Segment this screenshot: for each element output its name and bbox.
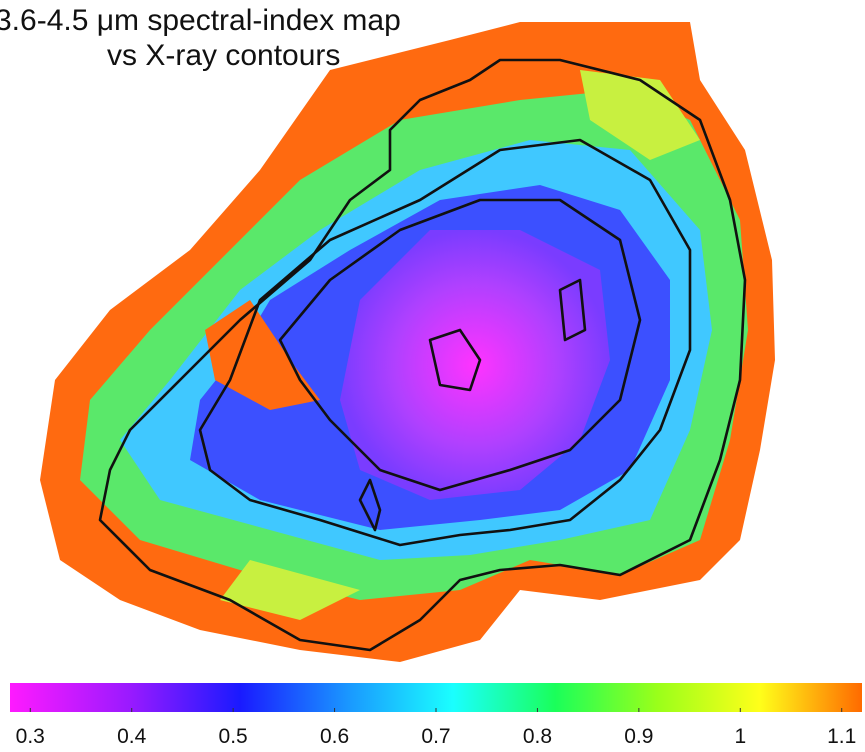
colorbar-tick-label: 1 (734, 725, 746, 748)
title-line: 3.6-4.5 μm spectral-index map (0, 4, 401, 37)
colorbar-tick-label: 0.5 (219, 725, 248, 748)
contour (198, 138, 692, 547)
colorbar-tick-label: 0.4 (117, 725, 147, 748)
colorbar-tick-label: 1.1 (827, 725, 856, 748)
xray-contours (98, 58, 747, 652)
contour (558, 278, 587, 342)
region-purple (340, 230, 610, 500)
colorbar-ticks: 0.3 0.4 0.5 0.6 0.7 0.8 0.9 1 1.1 (16, 708, 856, 748)
contour (98, 58, 747, 652)
colorbar-tick-label: 0.6 (320, 725, 349, 748)
colorbar-tick-label: 0.3 (16, 725, 45, 748)
colorbar-tick-label: 0.7 (421, 725, 450, 748)
colorbar (10, 683, 862, 712)
title-line: vs X-ray contours (107, 39, 340, 72)
contour (278, 198, 642, 492)
colorbar-tick-label: 0.8 (523, 725, 552, 748)
region-yellowgreen (220, 70, 700, 620)
contour (358, 478, 382, 532)
colorbar-tick-label: 0.9 (624, 725, 653, 748)
nebula-map (40, 22, 775, 662)
contour (428, 328, 482, 392)
